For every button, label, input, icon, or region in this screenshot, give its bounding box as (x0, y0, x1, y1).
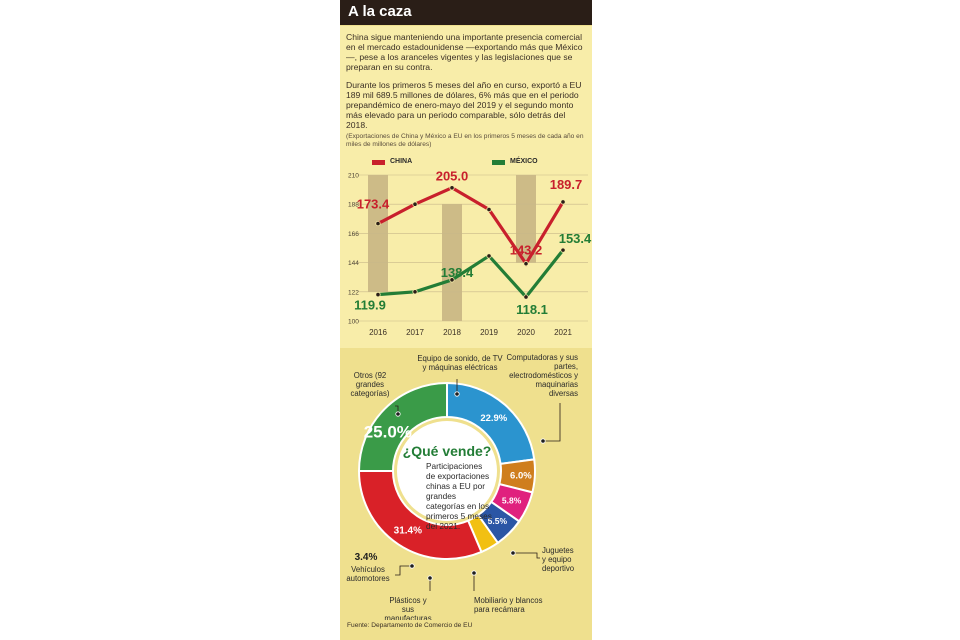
category-label-mobiliario: Mobiliario y blancos (474, 596, 543, 605)
source-note: Fuente: Departamento de Comercio de EU (347, 622, 473, 629)
leader-line (543, 403, 561, 442)
center-description-line: de exportaciones (426, 471, 489, 481)
x-tick-label: 2016 (369, 328, 387, 337)
category-label-plasticos: Plásticos y (389, 596, 426, 605)
leader-dot (471, 570, 477, 576)
category-label-computadoras: partes, (554, 362, 578, 371)
slice-value-label: 25.0% (364, 423, 412, 442)
data-point (449, 185, 455, 191)
center-description-line: grandes (426, 491, 456, 501)
data-label: 143.2 (510, 243, 543, 258)
leader-line (395, 565, 412, 576)
slice-value-label: 3.4% (355, 552, 378, 563)
data-label: 118.1 (516, 302, 548, 317)
leader-line (513, 552, 540, 559)
x-tick-label: 2020 (517, 328, 535, 337)
category-label-computadoras: electrodomésticos y (509, 371, 578, 380)
donut-chart: 25.0% 22.9% 6.0% 5.8% 5.5% 3.4% 31.4% ¿Qué vend… (346, 353, 579, 620)
leader-dot (427, 575, 433, 581)
donut-slice (357, 470, 483, 560)
data-point (449, 277, 455, 283)
line-china-series (377, 185, 565, 267)
line-chart: 210 188 166 144 122 100 2016 2017 2018 2019 2020 20… (348, 169, 592, 337)
leader-dot (540, 438, 546, 444)
x-tick-label: 2017 (406, 328, 424, 337)
category-label-otros: grandes (356, 380, 384, 389)
slice-value-label: 6.0% (510, 471, 532, 482)
data-point (412, 289, 418, 295)
chart-note: (Exportaciones de China y México a EU en… (346, 133, 584, 148)
legend-swatch-china (372, 160, 385, 165)
y-tick-label: 210 (348, 173, 359, 180)
leader-dot (510, 550, 516, 556)
data-point (375, 291, 381, 298)
center-description-line: categorías en los (426, 501, 489, 511)
leader-dot (454, 391, 460, 397)
legend-label-china: CHINA (390, 158, 413, 165)
detail-paragraph: Durante los primeros 5 meses del año en … (346, 80, 582, 130)
leader-dot (409, 563, 415, 569)
data-point (523, 261, 529, 267)
category-label-vehiculos: Vehículos (351, 565, 385, 574)
y-tick-label: 144 (348, 260, 359, 267)
x-tick-label: 2019 (480, 328, 498, 337)
category-label-sonido: y máquinas eléctricas (423, 363, 498, 372)
center-description-line: Participaciones (426, 461, 482, 471)
data-label: 189.7 (550, 177, 583, 192)
data-point (560, 247, 566, 253)
legend-swatch-mexico (492, 160, 505, 165)
center-description-line: primeros 5 meses (426, 511, 492, 521)
category-label-juguetes: deportivo (542, 564, 575, 573)
category-label-computadoras: diversas (549, 389, 578, 398)
category-label-plasticos: sus (402, 605, 414, 614)
y-tick-label: 166 (348, 231, 359, 238)
center-title: ¿Qué vende? (403, 443, 492, 459)
intro-paragraph: China sigue manteniendo una importante p… (346, 32, 583, 72)
y-tick-label: 100 (348, 319, 359, 326)
infographic-panel: A la caza China sigue manteniendo una im… (340, 0, 592, 640)
line-méxico-series (377, 249, 565, 300)
category-label-otros: Otros (92 (354, 371, 387, 380)
data-label: 119.9 (354, 298, 386, 313)
category-label-juguetes: Juguetes (542, 546, 574, 555)
y-tick-label: 122 (348, 289, 359, 296)
data-point (412, 201, 418, 207)
data-label: 205.0 (436, 169, 469, 184)
leader-dot (395, 411, 401, 417)
category-label-sonido: Equipo de sonido, de TV (417, 354, 503, 363)
category-label-otros: categorías) (350, 389, 389, 398)
category-label-vehiculos: automotores (346, 574, 389, 583)
header-bar: A la caza (340, 0, 592, 25)
category-label-plasticos: manufacturas (384, 614, 431, 620)
data-point (375, 220, 381, 227)
y-tick-label: 188 (348, 202, 359, 209)
slice-value-label: 31.4% (394, 526, 422, 537)
slice-value-label: 22.9% (480, 413, 507, 424)
center-description-line: chinas a EU por (426, 481, 485, 491)
data-point (560, 199, 566, 205)
data-label: 138.4 (441, 265, 474, 280)
infographic-title: A la caza (348, 3, 412, 20)
data-point (486, 253, 492, 259)
category-label-computadoras: maquinarias (536, 380, 579, 389)
leader-line (395, 405, 399, 414)
slice-value-label: 5.8% (502, 495, 522, 505)
highlight-band (516, 175, 536, 263)
x-tick-label: 2021 (554, 328, 572, 337)
legend-label-mexico: MÉXICO (510, 158, 538, 165)
data-label: 173.4 (357, 197, 390, 212)
category-label-mobiliario: para recámara (474, 605, 525, 614)
data-point (486, 206, 492, 213)
slice-value-label: 5.5% (488, 516, 508, 526)
center-description-line: del 2021. (426, 521, 460, 531)
category-label-juguetes: y equipo (542, 555, 572, 564)
data-label: 153.4 (559, 231, 592, 246)
donut-center (397, 421, 497, 521)
data-point (523, 294, 529, 300)
x-tick-label: 2018 (443, 328, 461, 337)
category-label-computadoras: Computadoras y sus (506, 353, 578, 362)
